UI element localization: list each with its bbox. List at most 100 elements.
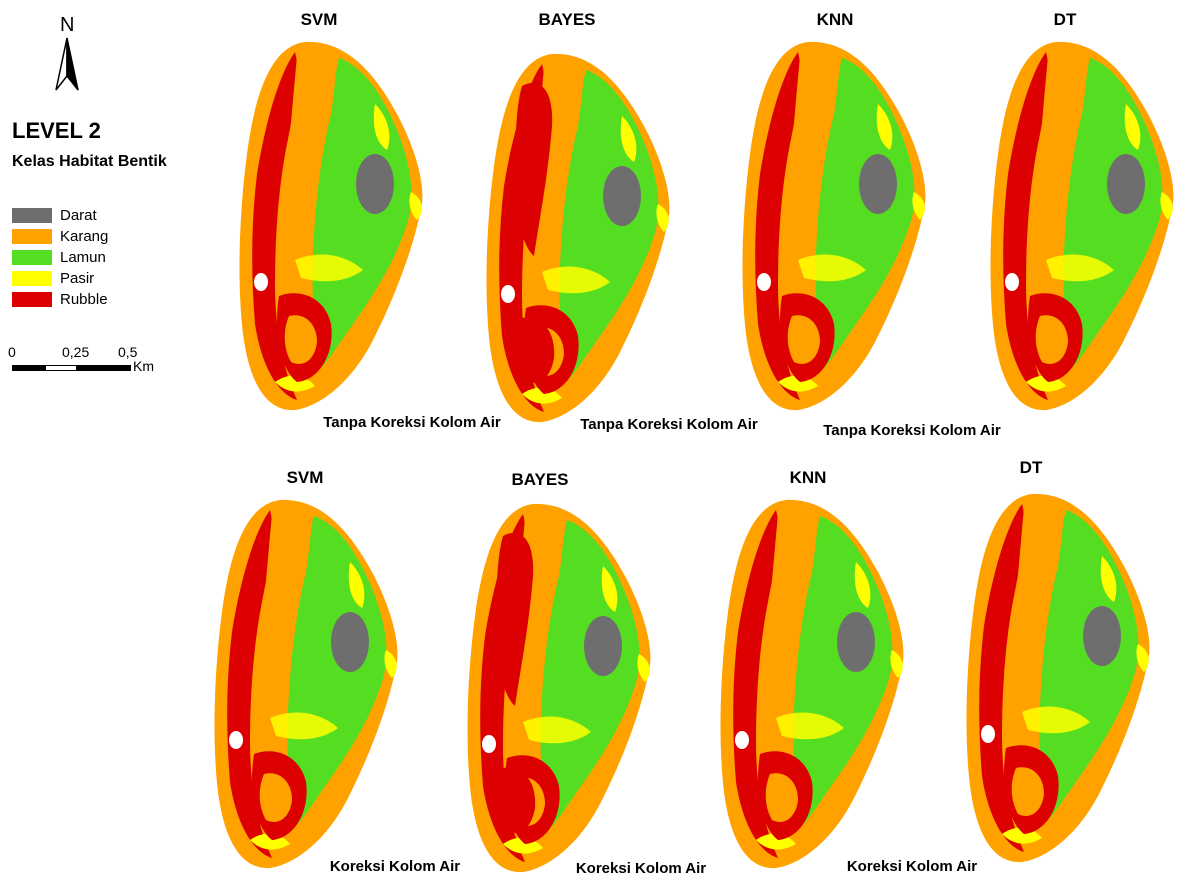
legend-item-karang: Karang: [12, 226, 108, 247]
no-data-hole: [757, 273, 771, 291]
darat-land: [1083, 606, 1121, 666]
pasir-patch-center: [798, 254, 866, 282]
panel-title-knn-bottom: KNN: [789, 468, 827, 487]
pasir-patch-center: [1046, 254, 1114, 282]
scale-segment: [12, 365, 46, 371]
legend-item-lamun: Lamun: [12, 247, 108, 268]
pasir-patch-center: [295, 254, 363, 282]
no-data-hole: [981, 725, 995, 743]
legend-swatch: [12, 208, 52, 223]
legend-label: Rubble: [60, 291, 108, 308]
pasir-patch-tip: [656, 204, 669, 232]
karang-south-patch: [765, 773, 798, 822]
caption-bottom-3: Koreksi Kolom Air: [846, 858, 978, 875]
rubble-west-band: [733, 510, 779, 858]
pasir-patch-east: [854, 562, 871, 608]
pasir-patch-tip: [912, 192, 925, 220]
darat-land: [584, 616, 622, 676]
rubble-west-band: [227, 510, 273, 858]
panel-title-dt-top: DT: [1053, 10, 1077, 29]
habitat-map-svm-uncorrected: [239, 41, 423, 411]
pasir-patch-tip: [384, 650, 397, 678]
pasir-patch-tip: [890, 650, 903, 678]
rubble-bayes-south: [503, 767, 536, 833]
scale-segment: [76, 365, 131, 371]
no-data-hole: [501, 285, 515, 303]
habitat-map-knn-uncorrected: [742, 41, 926, 411]
darat-land: [837, 612, 875, 672]
habitat-map-dt-uncorrected: [990, 41, 1174, 411]
habitat-map-knn-corrected: [720, 499, 904, 869]
no-data-hole: [482, 735, 496, 753]
pasir-patch-center: [523, 716, 591, 744]
scale-tick-label: 0,5: [118, 344, 138, 360]
habitat-map-svm-corrected: [214, 499, 398, 869]
rubble-bayes-north: [494, 532, 534, 706]
caption-top-2: Tanpa Koreksi Kolom Air: [580, 416, 758, 433]
panel-title-bayes-top: BAYES: [538, 10, 596, 29]
legend-title: LEVEL 2: [12, 118, 101, 143]
habitat-map-dt-corrected: [966, 493, 1150, 863]
pasir-patch-east: [348, 562, 365, 608]
rubble-west-band: [979, 504, 1025, 852]
scale-bar: 0 0,25 0,5 Km: [8, 344, 178, 378]
pasir-patch-tip: [409, 192, 422, 220]
panel-title-bayes-bottom: BAYES: [511, 470, 569, 489]
darat-land: [1107, 154, 1145, 214]
rubble-bayes-north: [513, 82, 553, 256]
rubble-west-band: [252, 52, 298, 400]
rubble-west-band: [755, 52, 801, 400]
scale-segment: [45, 365, 77, 371]
north-arrow: N: [48, 14, 88, 94]
pasir-patch-east: [1100, 556, 1117, 602]
no-data-hole: [1005, 273, 1019, 291]
pasir-patch-east: [620, 116, 637, 162]
legend-item-rubble: Rubble: [12, 289, 108, 310]
panel-title-knn-top: KNN: [816, 10, 854, 29]
pasir-patch-east: [601, 566, 618, 612]
legend-label: Karang: [60, 228, 109, 245]
pasir-patch-tip: [637, 654, 650, 682]
no-data-hole: [229, 731, 243, 749]
north-arrow-label: N: [60, 14, 75, 36]
panel-title-svm-bottom: SVM: [286, 468, 324, 487]
habitat-map-bayes-uncorrected: [486, 53, 670, 423]
caption-bottom-2: Koreksi Kolom Air: [575, 860, 707, 877]
pasir-patch-center: [542, 266, 610, 294]
karang-south-patch: [787, 315, 820, 364]
pasir-patch-center: [1022, 706, 1090, 734]
legend-swatch: [12, 271, 52, 286]
darat-land: [356, 154, 394, 214]
caption-top-3: Tanpa Koreksi Kolom Air: [823, 422, 1001, 439]
karang-south-patch: [284, 315, 317, 364]
legend-label: Darat: [60, 207, 97, 224]
panel-title-dt-bottom: DT: [1019, 458, 1043, 477]
no-data-hole: [254, 273, 268, 291]
pasir-patch-east: [373, 104, 390, 150]
caption-bottom-1: Koreksi Kolom Air: [329, 858, 461, 875]
darat-land: [331, 612, 369, 672]
pasir-patch-tip: [1136, 644, 1149, 672]
legend-label: Lamun: [60, 249, 106, 266]
pasir-patch-center: [270, 712, 338, 740]
legend-item-pasir: Pasir: [12, 268, 108, 289]
scale-tick-label: 0: [8, 344, 16, 360]
panel-title-svm-top: SVM: [300, 10, 338, 29]
no-data-hole: [735, 731, 749, 749]
rubble-west-band: [1003, 52, 1049, 400]
darat-land: [859, 154, 897, 214]
pasir-patch-east: [1124, 104, 1141, 150]
scale-unit: Km: [133, 358, 154, 374]
karang-south-patch: [259, 773, 292, 822]
legend-swatch: [12, 292, 52, 307]
north-arrow-icon: [55, 37, 79, 91]
karang-south-patch: [1011, 767, 1044, 816]
rubble-bayes-south: [522, 317, 555, 383]
legend-label: Pasir: [60, 270, 95, 287]
caption-top-1: Tanpa Koreksi Kolom Air: [323, 414, 501, 431]
legend-swatch: [12, 250, 52, 265]
legend: Darat Karang Lamun Pasir Rubble: [12, 205, 108, 310]
darat-land: [603, 166, 641, 226]
karang-south-patch: [1035, 315, 1068, 364]
pasir-patch-tip: [1160, 192, 1173, 220]
